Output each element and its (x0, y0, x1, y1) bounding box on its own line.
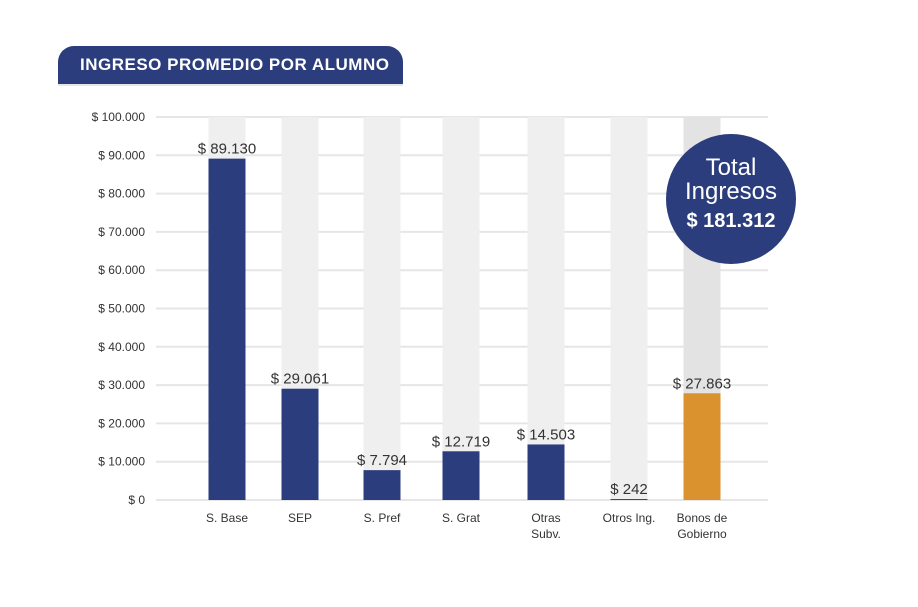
x-axis-labels: S. Base SEP S. Pref S. Grat Otras Subv. Otros … (206, 511, 728, 541)
y-tick-label: $ 60.000 (98, 263, 145, 277)
value-label: $ 14.503 (517, 426, 575, 443)
bars (208, 158, 721, 501)
y-tick-label: $ 20.000 (98, 416, 145, 430)
value-label: $ 29.061 (271, 371, 329, 388)
bar (363, 470, 401, 500)
value-label: $ 7.794 (357, 452, 407, 469)
value-label: $ 89.130 (198, 141, 256, 158)
x-axis-label: S. Pref (364, 511, 401, 525)
y-tick-label: $ 0 (128, 493, 145, 507)
y-tick-label: $ 70.000 (98, 225, 145, 239)
bar (683, 393, 721, 500)
x-axis-label: Otros Ing. (603, 511, 656, 525)
background-column (527, 117, 565, 500)
bar (208, 158, 246, 501)
value-label: $ 12.719 (432, 433, 490, 450)
y-tick-label: $ 30.000 (98, 378, 145, 392)
value-labels: $ 89.130 $ 29.061 $ 7.794 $ 12.719 $ 14.503 $… (198, 141, 731, 498)
total-value: $ 181.312 (686, 210, 776, 232)
background-column (442, 117, 480, 500)
value-label: $ 242 (610, 481, 648, 498)
bar (610, 499, 648, 500)
y-tick-label: $ 40.000 (98, 340, 145, 354)
value-label: $ 27.863 (673, 375, 731, 392)
y-tick-label: $ 90.000 (98, 148, 145, 162)
total-income-badge: Total Ingresos $ 181.312 (666, 134, 796, 264)
total-label-line2: Ingresos (684, 178, 778, 205)
x-axis-label: Otras Subv. (531, 511, 561, 541)
total-label-line1: Total (705, 154, 757, 181)
bar (281, 388, 319, 500)
background-column (610, 117, 648, 500)
x-axis-label: Bonos de Gobierno (677, 511, 728, 541)
x-axis-label: S. Grat (442, 511, 481, 525)
background-column (363, 117, 401, 500)
x-axis-label: SEP (288, 511, 312, 525)
bar (442, 451, 480, 500)
y-tick-label: $ 100.000 (92, 110, 146, 124)
title-underline (58, 84, 403, 86)
y-tick-label: $ 80.000 (98, 187, 145, 201)
bar (527, 444, 565, 500)
y-tick-label: $ 10.000 (98, 455, 145, 469)
chart-title: INGRESO PROMEDIO POR ALUMNO (80, 55, 390, 74)
x-axis-label: S. Base (206, 511, 248, 525)
chart-title-tab: INGRESO PROMEDIO POR ALUMNO (58, 46, 403, 84)
y-axis-ticks: $ 0 $ 10.000 $ 20.000 $ 30.000 $ 40.000 $ 50.… (92, 110, 146, 507)
y-tick-label: $ 50.000 (98, 302, 145, 316)
